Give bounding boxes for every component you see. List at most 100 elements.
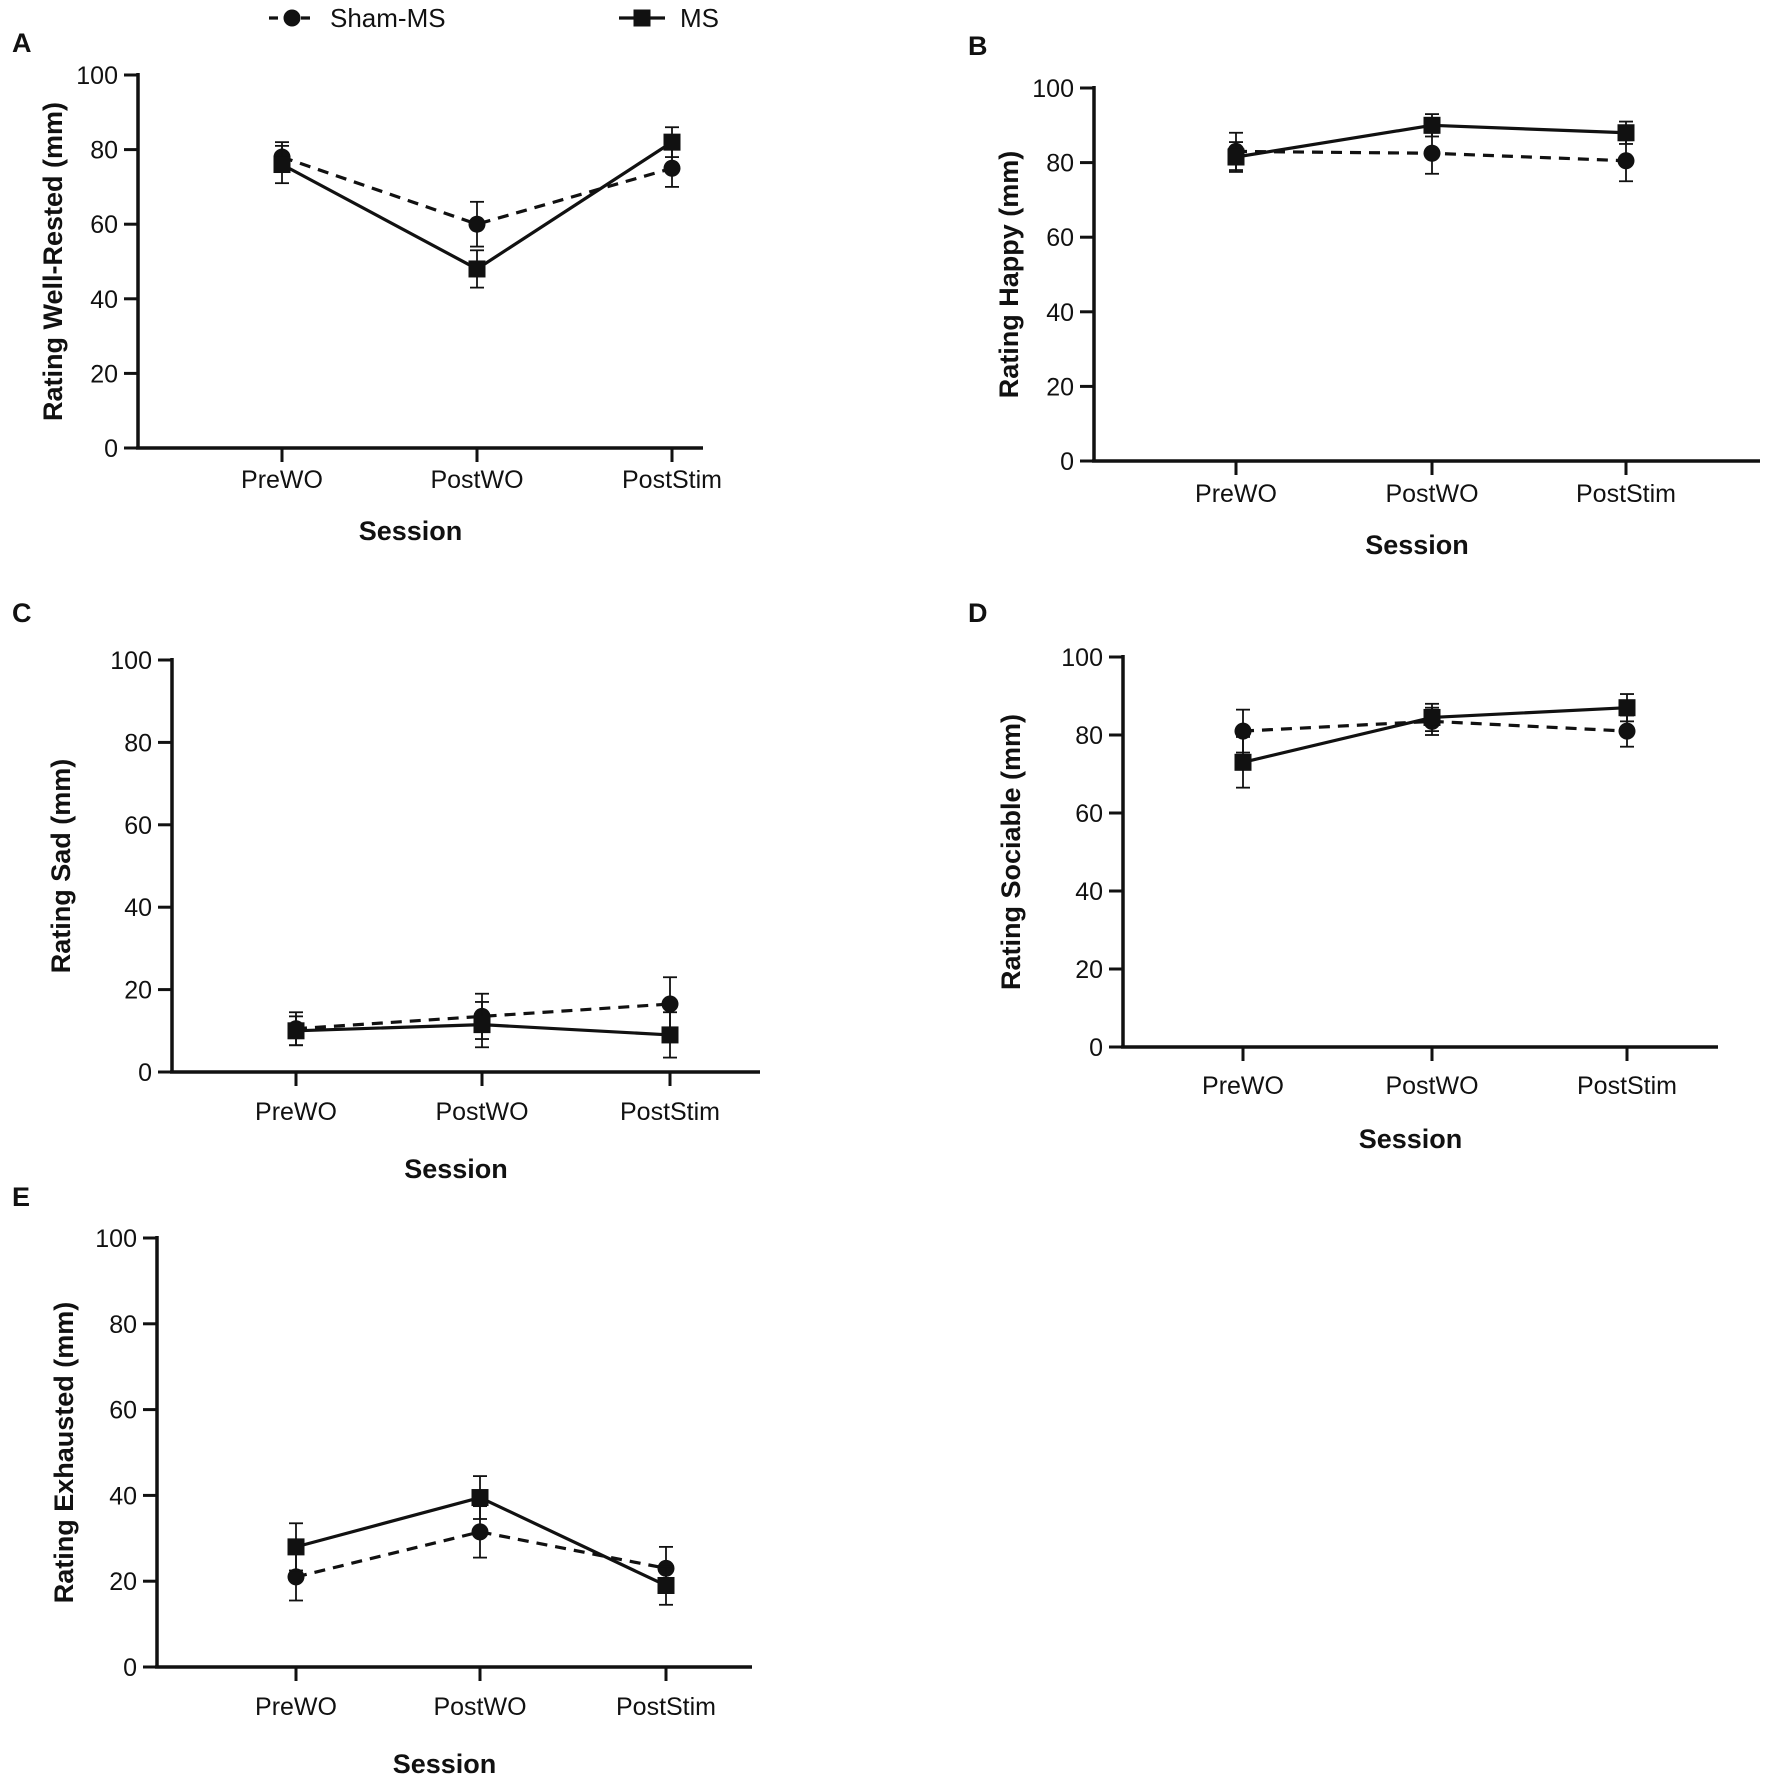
x-tick-label: PreWO (1195, 480, 1277, 508)
y-tick-label: 80 (1046, 150, 1074, 178)
y-tick-label: 80 (1075, 722, 1103, 750)
panel-letter: B (968, 31, 988, 61)
data-point-circle (1234, 722, 1252, 740)
y-tick-label: 60 (124, 812, 152, 840)
series-line (295, 1495, 667, 1587)
series-sham-ms (1227, 131, 1635, 183)
data-point-square (1618, 699, 1636, 717)
x-tick-label: PreWO (255, 1098, 337, 1126)
data-point-circle (468, 215, 486, 233)
x-tick-label: PostWO (435, 1098, 528, 1126)
data-point-square (1227, 148, 1245, 166)
y-tick-label: 60 (90, 211, 118, 239)
panel-letter: E (12, 1182, 30, 1212)
data-point-square (473, 1016, 491, 1034)
y-tick-label: 0 (1060, 448, 1074, 476)
x-tick-label: PreWO (1202, 1072, 1284, 1100)
x-tick-label: PostStim (622, 466, 722, 494)
y-tick-label: 40 (1075, 878, 1103, 906)
y-tick-label: 0 (138, 1059, 152, 1087)
legend: Sham-MS MS (269, 3, 719, 33)
y-tick-label: 20 (1075, 956, 1103, 984)
x-axis-title: Session (404, 1154, 508, 1184)
data-point-square (287, 1538, 305, 1556)
data-point-circle (287, 1568, 305, 1586)
x-axis-title: Session (393, 1749, 497, 1779)
legend-item-sham-ms: Sham-MS (269, 3, 446, 33)
y-tick-label: 100 (1061, 644, 1103, 672)
series-ms (287, 1475, 675, 1606)
panel-a: A 0 20 40 60 80 100 PreWO PostWO PostStim Session R… (12, 28, 722, 546)
x-tick-label: PostWO (1385, 480, 1478, 508)
y-tick-label: 0 (1089, 1034, 1103, 1062)
x-tick-label: PostStim (1576, 480, 1676, 508)
y-tick-label: 20 (109, 1568, 137, 1596)
series-line (295, 1002, 671, 1031)
y-tick-label: 100 (110, 647, 152, 675)
y-tick-label: 60 (109, 1397, 137, 1425)
y-tick-label: 40 (124, 894, 152, 922)
data-point-circle (471, 1523, 489, 1541)
legend-label: MS (680, 3, 719, 33)
panel-letter: D (968, 598, 988, 628)
data-point-circle (1617, 152, 1635, 170)
y-tick-label: 40 (109, 1482, 137, 1510)
y-tick-label: 20 (90, 360, 118, 388)
y-tick-label: 20 (1046, 373, 1074, 401)
x-tick-label: PostWO (430, 466, 523, 494)
data-point-square (468, 260, 486, 278)
y-axis-title: Rating Well-Rested (mm) (38, 102, 68, 421)
y-tick-label: 0 (123, 1654, 137, 1682)
x-tick-label: PostWO (433, 1693, 526, 1721)
x-tick-label: PostWO (1385, 1072, 1478, 1100)
data-point-square (661, 1026, 679, 1044)
x-axis-title: Session (1359, 1124, 1463, 1154)
y-axis-title: Rating Sociable (mm) (996, 714, 1026, 990)
data-point-square (1423, 708, 1441, 726)
y-tick-label: 40 (1046, 299, 1074, 327)
series-ms (273, 126, 681, 289)
y-tick-label: 60 (1046, 224, 1074, 252)
y-tick-label: 60 (1075, 800, 1103, 828)
panel-letter: A (12, 28, 32, 58)
series-sham-ms (287, 1505, 675, 1602)
data-point-square (287, 1022, 305, 1040)
x-tick-label: PostStim (620, 1098, 720, 1126)
y-tick-label: 40 (90, 286, 118, 314)
y-tick-label: 0 (104, 435, 118, 463)
data-point-square (1617, 124, 1635, 142)
y-axis-title: Rating Sad (mm) (46, 759, 76, 974)
y-tick-label: 80 (124, 729, 152, 757)
series-sham-ms (287, 976, 679, 1047)
data-point-circle (663, 159, 681, 177)
data-point-square (1234, 753, 1252, 771)
panel-d: D 0 20 40 60 80 100 PreWO PostWO PostStim Session R… (968, 598, 1718, 1154)
data-point-square (663, 133, 681, 151)
y-tick-label: 100 (76, 62, 118, 90)
data-point-square (273, 156, 291, 174)
panel-b: B 0 20 40 60 80 100 PreWO PostWO PostStim Session R… (968, 31, 1760, 560)
y-tick-label: 100 (95, 1225, 137, 1253)
y-tick-label: 80 (109, 1311, 137, 1339)
legend-marker-square (633, 9, 651, 27)
data-point-square (1423, 116, 1441, 134)
panel-e: E 0 20 40 60 80 100 PreWO PostWO PostStim Session R… (12, 1182, 752, 1779)
x-tick-label: PostStim (616, 1693, 716, 1721)
data-point-circle (661, 995, 679, 1013)
data-point-square (657, 1576, 675, 1594)
y-tick-label: 80 (90, 137, 118, 165)
data-point-circle (1618, 722, 1636, 740)
series-line (1242, 719, 1628, 733)
data-point-circle (1423, 144, 1441, 162)
x-tick-label: PreWO (255, 1693, 337, 1721)
x-axis-title: Session (359, 516, 463, 546)
panel-letter: C (12, 598, 32, 628)
x-tick-label: PostStim (1577, 1072, 1677, 1100)
legend-item-ms: MS (619, 3, 719, 33)
y-axis-title: Rating Exhausted (mm) (49, 1302, 79, 1604)
y-axis-title: Rating Happy (mm) (994, 151, 1024, 399)
legend-marker-circle (283, 9, 301, 27)
legend-label: Sham-MS (330, 3, 446, 33)
panel-c: C 0 20 40 60 80 100 PreWO PostWO PostStim Session R… (12, 598, 760, 1184)
